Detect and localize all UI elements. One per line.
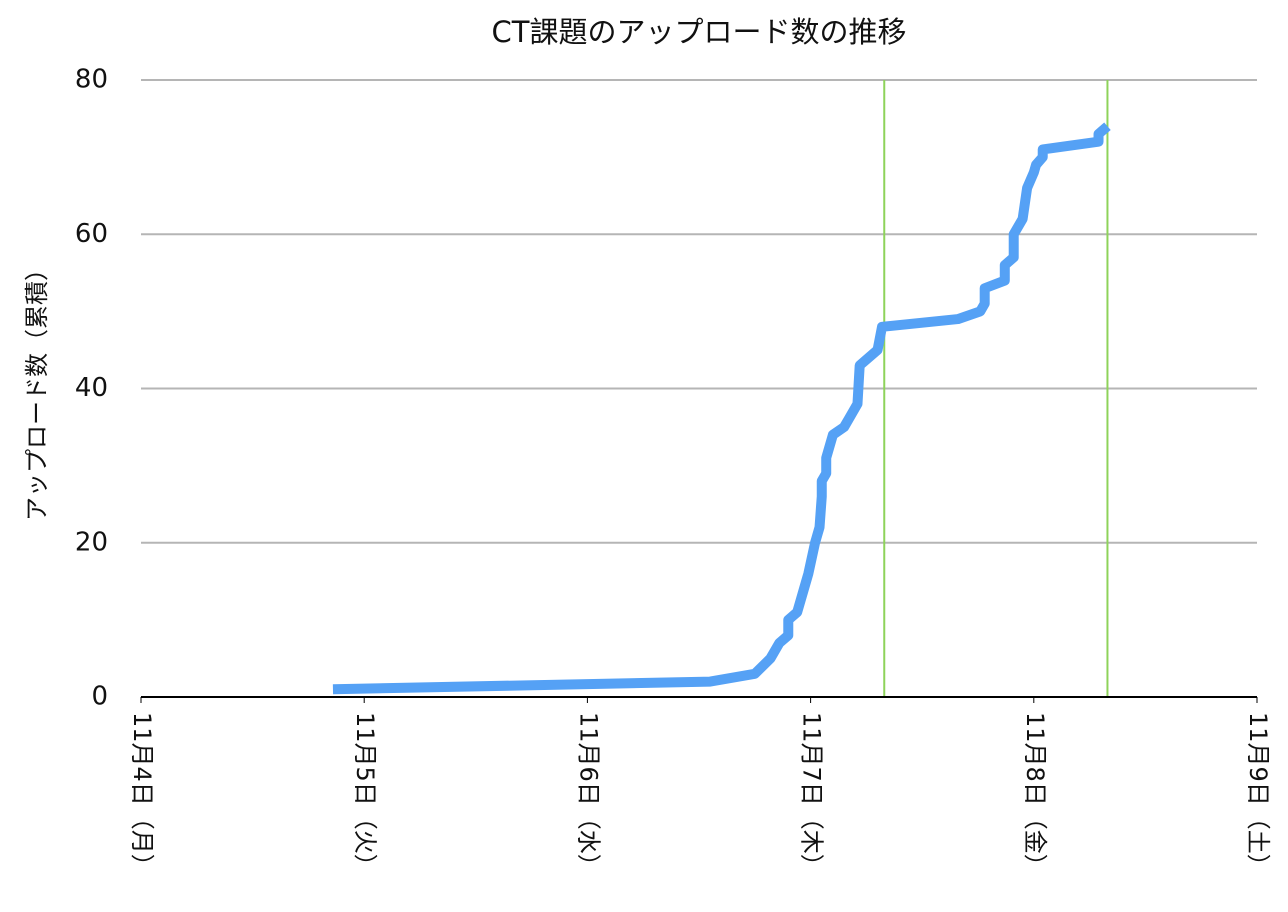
x-tick-label: 11月7日（木） [798,712,826,878]
x-tick-label: 11月4日（月） [128,712,156,878]
x-tick-label: 11月5日（火） [351,712,379,878]
y-tick-label: 20 [75,527,108,557]
chart-title: CT課題のアップロード数の推移 [492,15,907,49]
y-tick-label: 80 [75,65,108,95]
y-tick-label: 0 [91,682,108,712]
x-tick-label: 11月8日（金） [1021,712,1049,878]
y-axis-label: アップロード数（累積） [23,257,51,521]
y-tick-label: 40 [75,373,108,403]
data-line [332,122,1111,695]
x-tick-label: 11月6日（水） [574,712,602,878]
x-tick-label: 11月9日（土） [1244,712,1272,878]
y-tick-label: 60 [75,219,108,249]
